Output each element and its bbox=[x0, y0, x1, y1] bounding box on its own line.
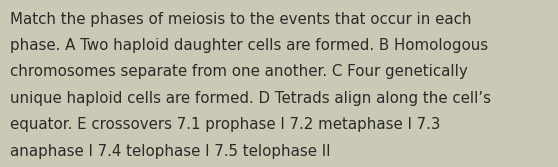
Text: unique haploid cells are formed. D Tetrads align along the cell’s: unique haploid cells are formed. D Tetra… bbox=[10, 91, 491, 106]
Text: equator. E crossovers 7.1 prophase I 7.2 metaphase I 7.3: equator. E crossovers 7.1 prophase I 7.2… bbox=[10, 117, 440, 132]
Text: Match the phases of meiosis to the events that occur in each: Match the phases of meiosis to the event… bbox=[10, 12, 472, 27]
Text: anaphase I 7.4 telophase I 7.5 telophase II: anaphase I 7.4 telophase I 7.5 telophase… bbox=[10, 144, 330, 159]
Text: chromosomes separate from one another. C Four genetically: chromosomes separate from one another. C… bbox=[10, 64, 468, 79]
Text: phase. A Two haploid daughter cells are formed. B Homologous: phase. A Two haploid daughter cells are … bbox=[10, 38, 488, 53]
